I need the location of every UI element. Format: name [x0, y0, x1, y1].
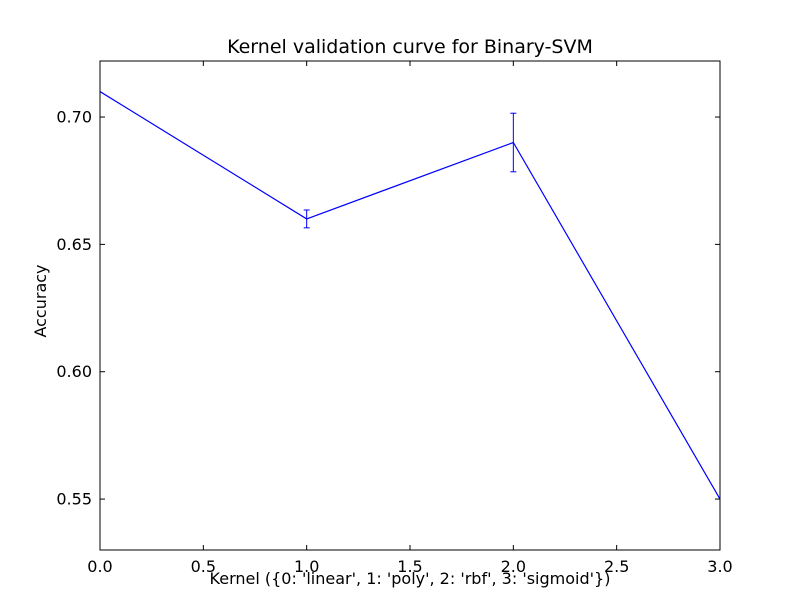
x-tick-label: 1.0: [294, 557, 319, 576]
x-tick-label: 0.0: [87, 557, 112, 576]
y-tick-label: 0.65: [56, 235, 92, 254]
y-axis-label: Accuracy: [31, 264, 50, 337]
series-line: [99, 91, 721, 500]
x-tick-label: 3.0: [707, 557, 732, 576]
y-tick-label: 0.55: [56, 490, 92, 509]
y-tick-label: 0.70: [56, 108, 92, 127]
x-axis: 0.0 0.5 1.0 1.5 2.0 2.5 3.0: [87, 61, 733, 576]
y-tick-label: 0.60: [56, 362, 92, 381]
x-axis-label: Kernel ({0: 'linear', 1: 'poly', 2: 'rbf…: [210, 569, 611, 588]
y-axis: 0.55 0.60 0.65 0.70: [56, 108, 720, 509]
chart-title: Kernel validation curve for Binary-SVM: [227, 36, 593, 58]
x-tick-label: 2.0: [501, 557, 526, 576]
x-tick-label: 2.5: [604, 557, 629, 576]
x-tick-label: 1.5: [397, 557, 422, 576]
x-tick-label: 0.5: [191, 557, 216, 576]
plot-area: [99, 91, 721, 500]
